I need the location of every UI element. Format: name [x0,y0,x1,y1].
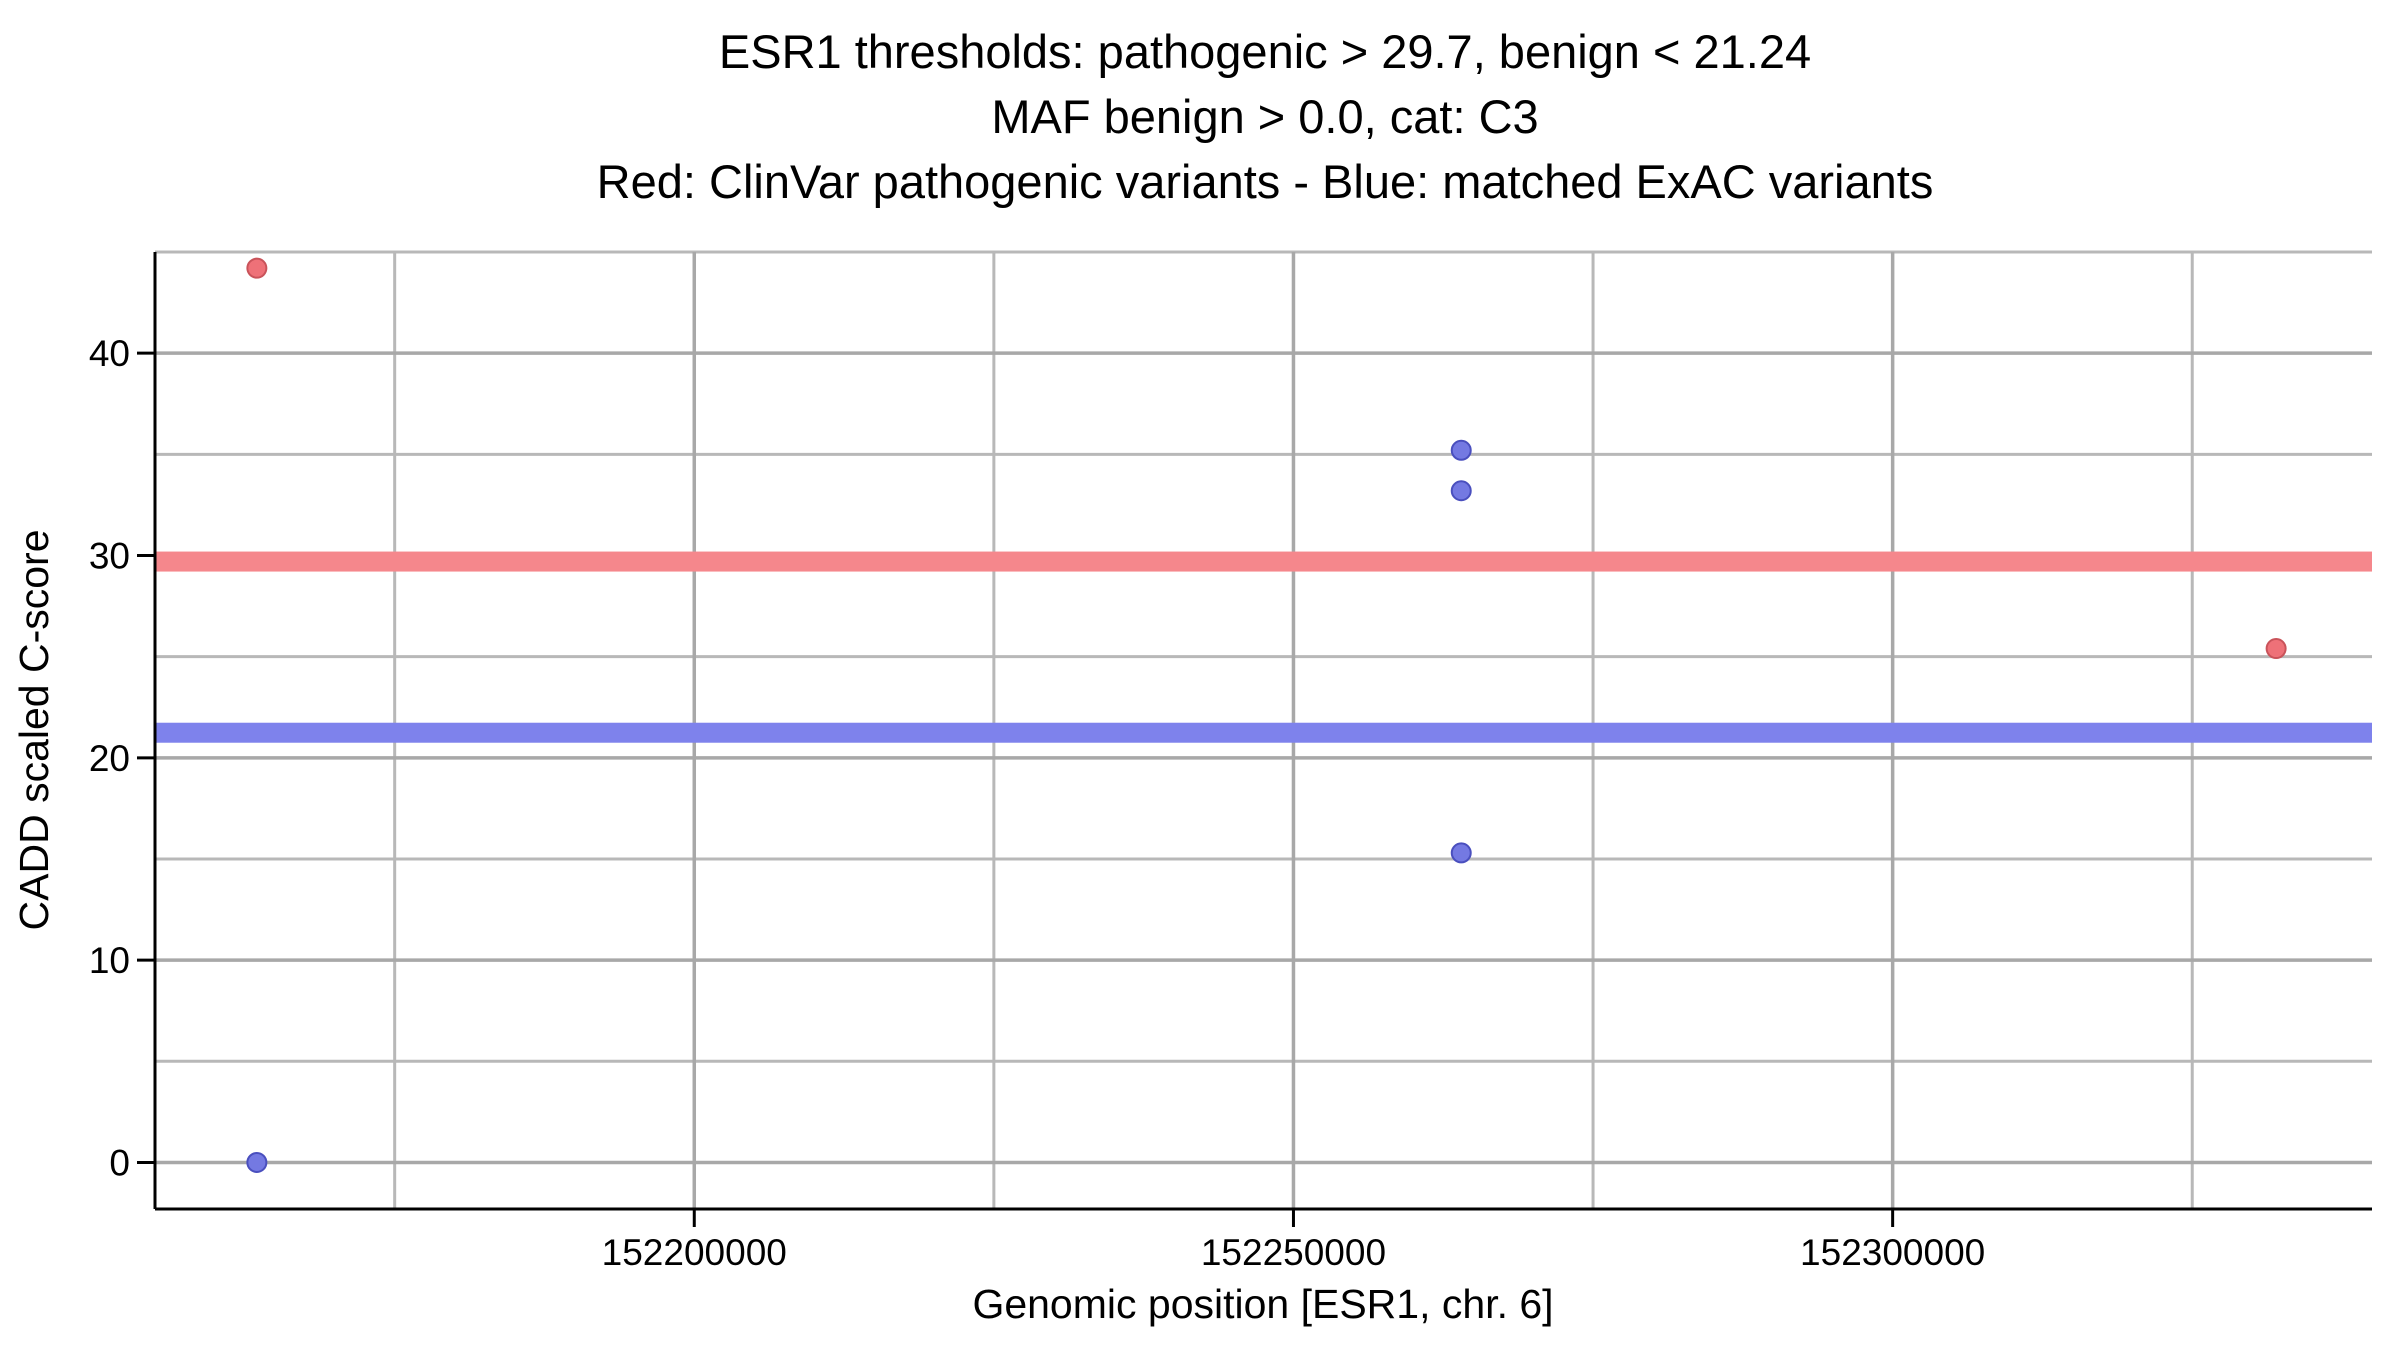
gridlines [155,250,2372,1209]
x-tick-label: 152300000 [1800,1232,1985,1273]
chart-title-line-3: Red: ClinVar pathogenic variants - Blue:… [597,155,1934,208]
data-points [246,257,2287,1173]
clinvar-pathogenic-point [246,257,268,279]
x-tick-label: 152250000 [1201,1232,1386,1273]
y-tick-label: 20 [89,738,130,779]
threshold-band-benign [155,722,2372,743]
exac-matched-point [1450,842,1472,864]
y-tick-label: 30 [89,535,130,576]
exac-matched-point [1450,439,1472,461]
clinvar-pathogenic-point [2265,638,2287,660]
x-axis-title: Genomic position [ESR1, chr. 6] [972,1281,1553,1327]
y-tick-label: 0 [109,1142,130,1183]
threshold-band-pathogenic [155,551,2372,572]
y-tick-label: 40 [89,333,130,374]
exac-matched-point [1450,480,1472,502]
x-tick-label: 152200000 [602,1232,787,1273]
threshold-bands [155,551,2372,743]
tick-labels: 0 10 20 30 40 152200000 152250000 152300000 [89,333,1985,1273]
y-tick-label: 10 [89,940,130,981]
exac-matched-point [246,1151,268,1173]
axes [137,252,2372,1227]
y-axis-title: CADD scaled C-score [11,530,57,931]
chart-title-line-2: MAF benign > 0.0, cat: C3 [991,90,1538,143]
chart-title-line-1: ESR1 thresholds: pathogenic > 29.7, beni… [719,25,1811,78]
